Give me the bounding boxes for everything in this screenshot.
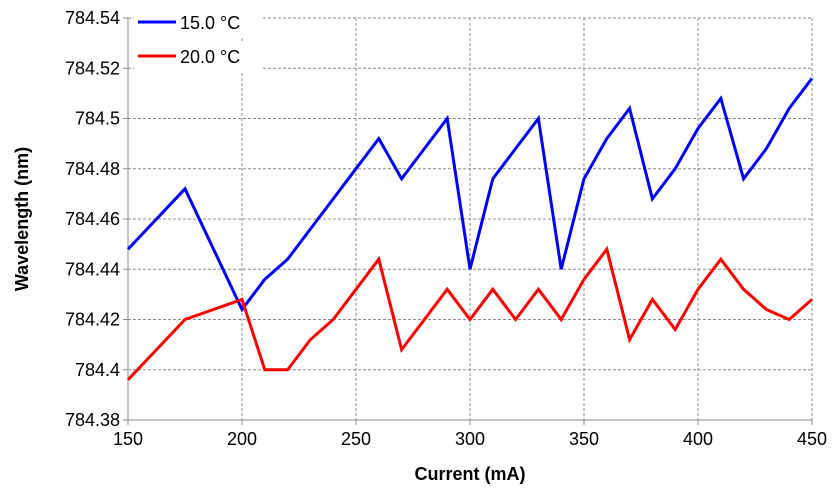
y-axis-title: Wavelength (nm) [12,147,32,291]
y-tick-label: 784.4 [75,360,120,380]
axes [123,17,813,425]
series-line-1 [126,77,814,313]
x-tick-label: 250 [341,429,371,449]
x-tick-label: 300 [455,429,485,449]
y-tick-label: 784.48 [65,159,120,179]
x-axis-title: Current (mA) [415,464,526,484]
series-group [126,77,814,381]
y-tick-label: 784.52 [65,58,120,78]
x-tick-label: 400 [683,429,713,449]
y-tick-label: 784.38 [65,410,120,430]
x-tick-label: 450 [797,429,827,449]
legend-label: 20.0 °C [180,47,240,67]
y-tick-label: 784.42 [65,310,120,330]
legend-label: 15.0 °C [180,13,240,33]
y-tick-label: 784.54 [65,8,120,28]
y-tick-label: 784.46 [65,209,120,229]
x-tick-label: 150 [113,429,143,449]
tick-labels: 784.38 784.4 784.42 784.44 784.46 784.48 784.5… [65,8,827,449]
legend: 15.0 °C 20.0 °C [134,9,262,71]
x-tick-label: 350 [569,429,599,449]
x-tick-label: 200 [227,429,257,449]
series-line-2 [126,245,813,381]
y-tick-label: 784.5 [75,109,120,129]
y-tick-label: 784.44 [65,259,120,279]
grid [128,17,813,420]
